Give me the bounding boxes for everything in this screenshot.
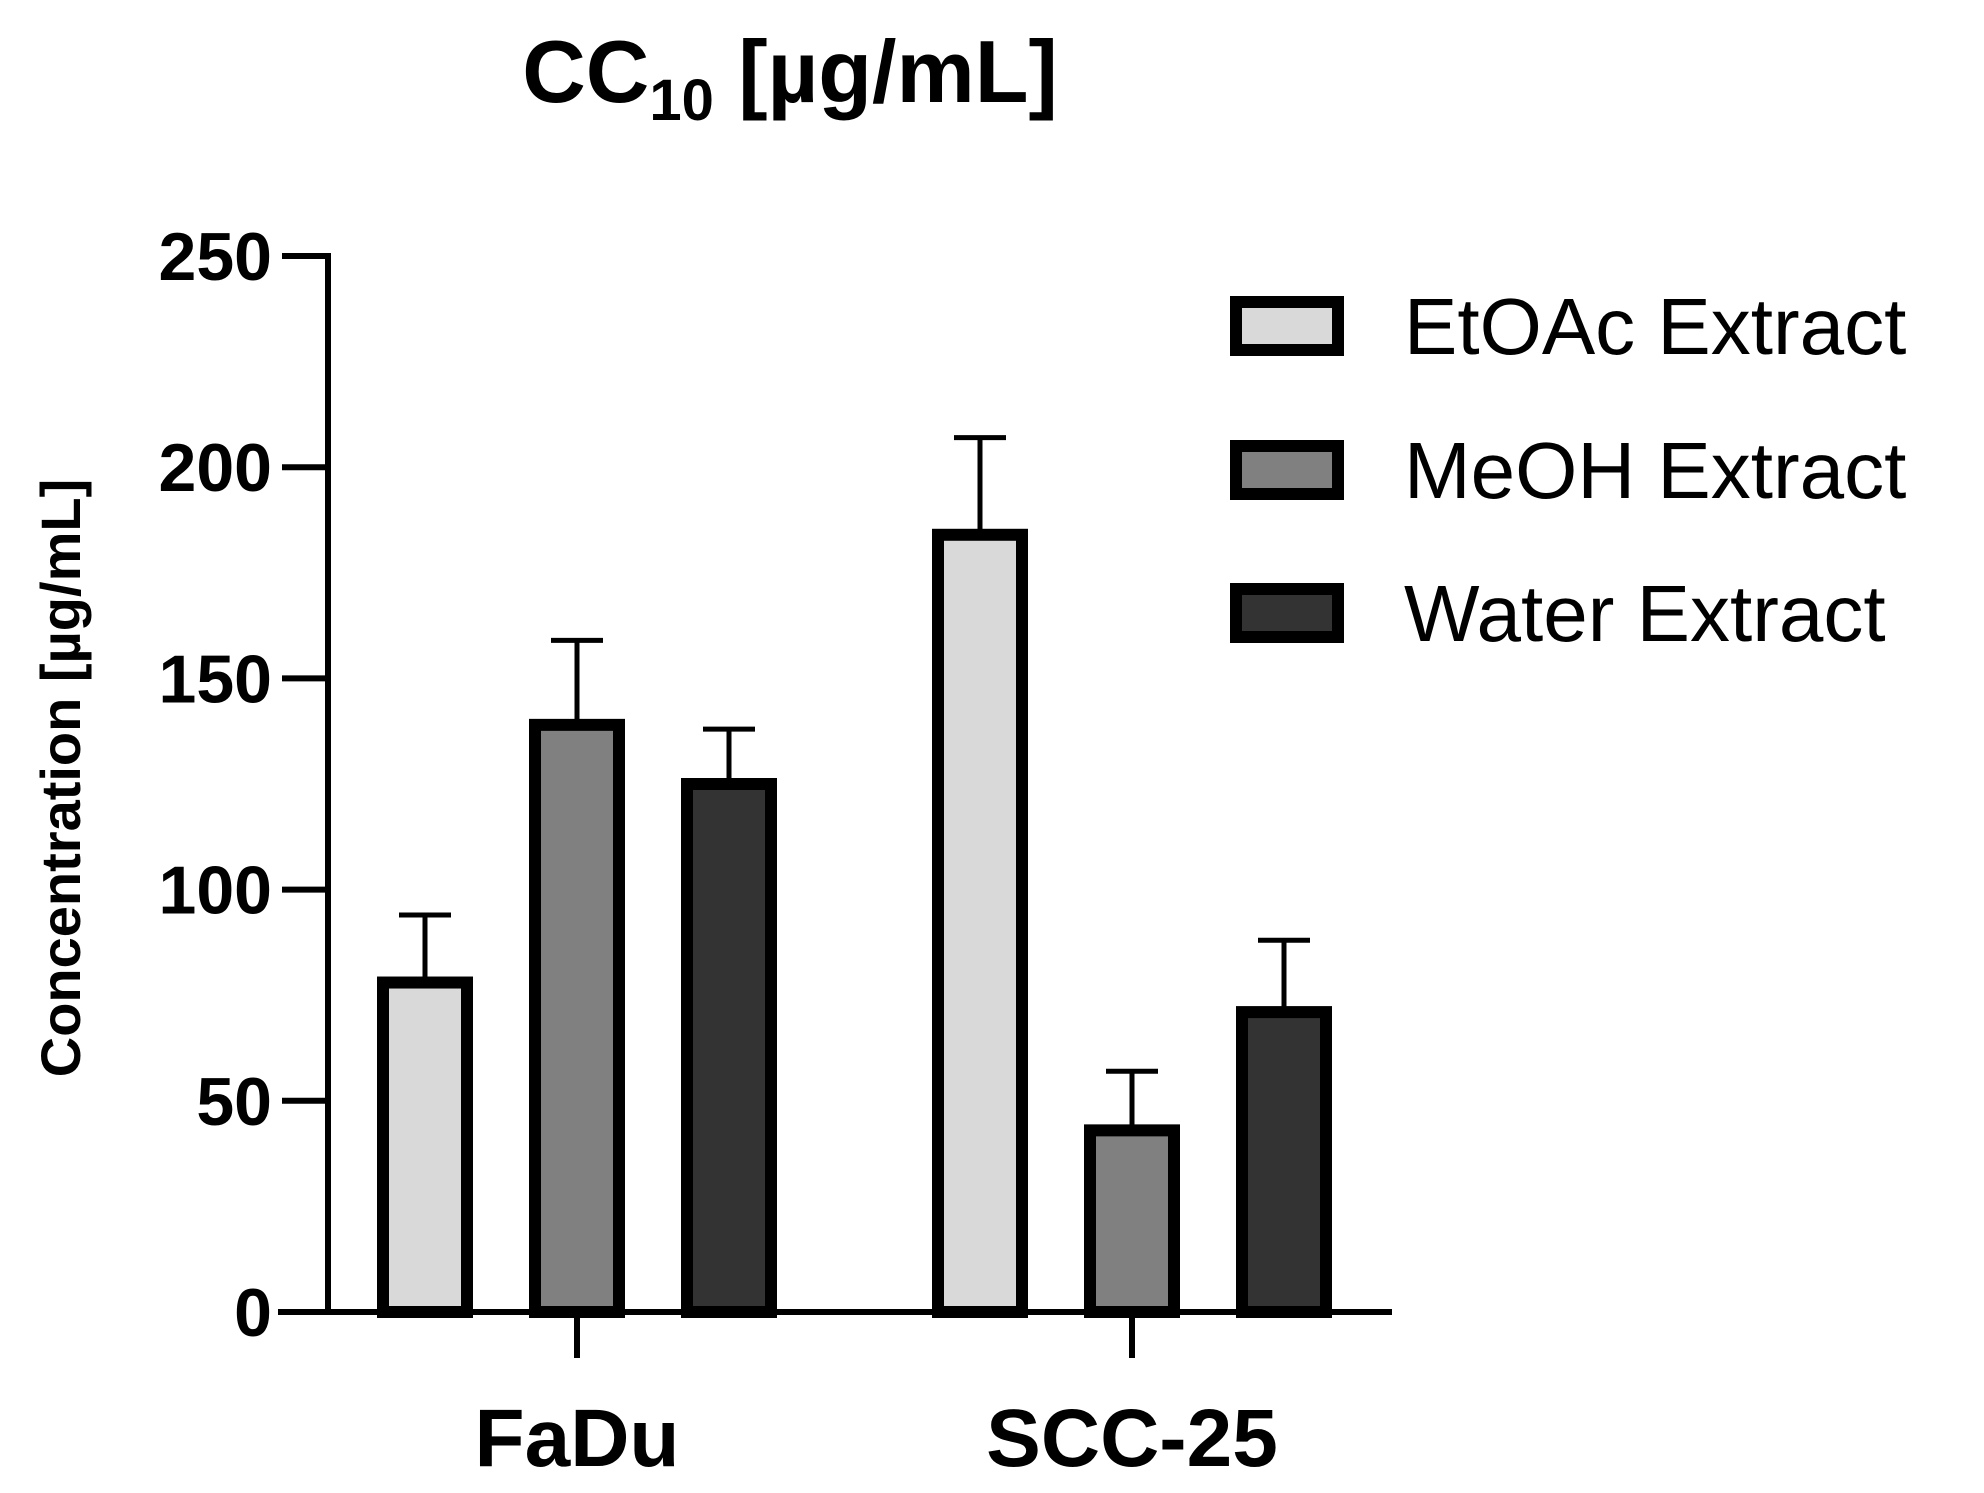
legend-swatch-0: [1230, 296, 1344, 356]
y-axis-label: Concentration [µg/mL]: [29, 479, 92, 1077]
bar-fadu-1: [529, 718, 625, 1318]
legend-label-2: Water Extract: [1404, 569, 1886, 658]
y-tick-label-200: 200: [159, 430, 272, 506]
axes-group: 0 50 100 150 200 250 FaDu SCC-25: [159, 219, 1392, 1484]
chart-title-suffix: [µg/mL]: [714, 22, 1058, 121]
legend-swatch-1: [1230, 440, 1344, 500]
bar-fadu-0: [377, 976, 473, 1318]
chart-title: CC10 [µg/mL]: [522, 22, 1058, 133]
legend-label-0: EtOAc Extract: [1404, 282, 1906, 371]
y-tick-label-250: 250: [159, 219, 272, 295]
y-tick-label-150: 150: [159, 641, 272, 717]
y-tick-label-100: 100: [159, 853, 272, 929]
legend: EtOAc Extract MeOH Extract Water Extract: [1230, 282, 1906, 658]
bar-fadu-2: [681, 778, 777, 1318]
bar-scc-25-0: [932, 528, 1028, 1318]
y-tick-label-50: 50: [196, 1064, 272, 1140]
chart-title-main: CC: [522, 22, 649, 121]
bar-scc-25-2: [1236, 1006, 1332, 1318]
bars-group: [377, 435, 1332, 1319]
x-tick-label-scc-25: SCC-25: [986, 1393, 1278, 1484]
x-tick-label-fadu: FaDu: [475, 1393, 680, 1484]
bar-scc-25-1: [1084, 1124, 1180, 1319]
legend-label-1: MeOH Extract: [1404, 426, 1906, 515]
chart-title-subscript: 10: [649, 68, 714, 133]
y-tick-label-0: 0: [234, 1275, 272, 1351]
legend-swatch-2: [1230, 583, 1344, 643]
